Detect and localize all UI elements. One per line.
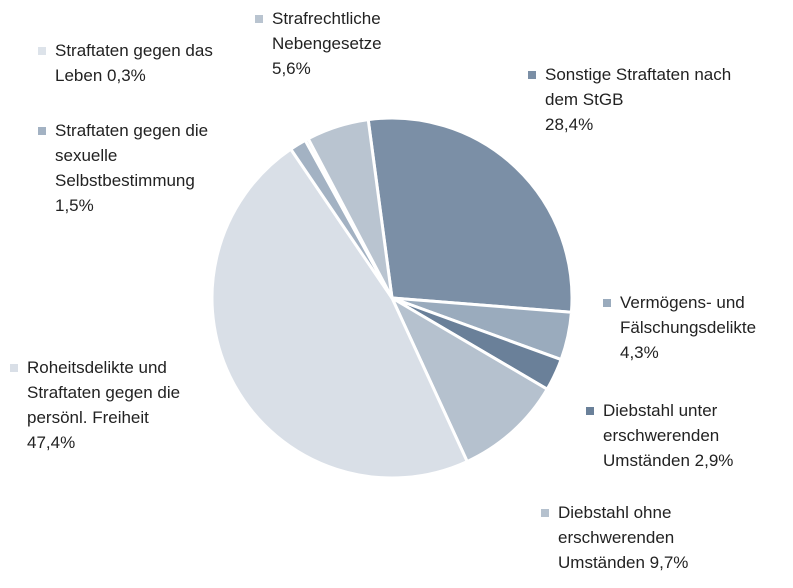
category-label: Sonstige Straftaten nach dem StGB	[545, 65, 732, 109]
legend-swatch	[586, 407, 594, 415]
category-label: Straftaten gegen die sexuelle Selbstbest…	[55, 121, 209, 190]
legend-entry: Diebstahl ohne erschwerenden Umständen 9…	[541, 500, 718, 575]
category-label: Diebstahl unter erschwerenden Umständen	[603, 401, 720, 470]
value-label: 0,3%	[107, 66, 146, 85]
value-label: 47,4%	[27, 433, 76, 452]
pie-slice	[306, 117, 394, 299]
legend-swatch	[603, 299, 611, 307]
category-label: Strafrechtliche Nebengesetze	[272, 9, 382, 53]
legend-entry: Diebstahl unter erschwerenden Umständen …	[586, 398, 763, 473]
category-label: Straftaten gegen das Leben	[55, 41, 213, 85]
value-label: 2,9%	[694, 451, 734, 470]
legend-swatch	[528, 71, 536, 79]
legend-entry: Roheitsdelikte und Straftaten gegen die …	[10, 355, 232, 455]
category-label: Vermögens- und Fälschungsdelikte	[620, 293, 757, 337]
legend-swatch	[38, 47, 46, 55]
value-label: 28,4%	[545, 115, 594, 134]
legend-entry: Straftaten gegen das Leben 0,3%	[38, 38, 230, 88]
legend-swatch	[255, 15, 263, 23]
legend-entry: Vermögens- und Fälschungsdelikte 4,3%	[603, 290, 792, 365]
pie-slice	[388, 294, 550, 464]
legend-entry: Strafrechtliche Nebengesetze 5,6%	[255, 6, 412, 81]
value-label: 9,7%	[649, 553, 689, 572]
pie-slice	[210, 147, 470, 480]
value-label: 1,5%	[55, 196, 94, 215]
legend-entry: Sonstige Straftaten nach dem StGB 28,4%	[528, 62, 745, 137]
legend-entry: Straftaten gegen die sexuelle Selbstbest…	[38, 118, 230, 218]
legend-swatch	[38, 127, 46, 135]
legend-swatch	[541, 509, 549, 517]
value-label: 5,6%	[272, 59, 311, 78]
category-label: Roheitsdelikte und Straftaten gegen die …	[27, 358, 181, 427]
legend-swatch	[10, 364, 18, 372]
value-label: 4,3%	[620, 343, 659, 362]
pie-slice	[366, 116, 574, 314]
category-label: Diebstahl ohne erschwerenden Umständen	[558, 503, 675, 572]
